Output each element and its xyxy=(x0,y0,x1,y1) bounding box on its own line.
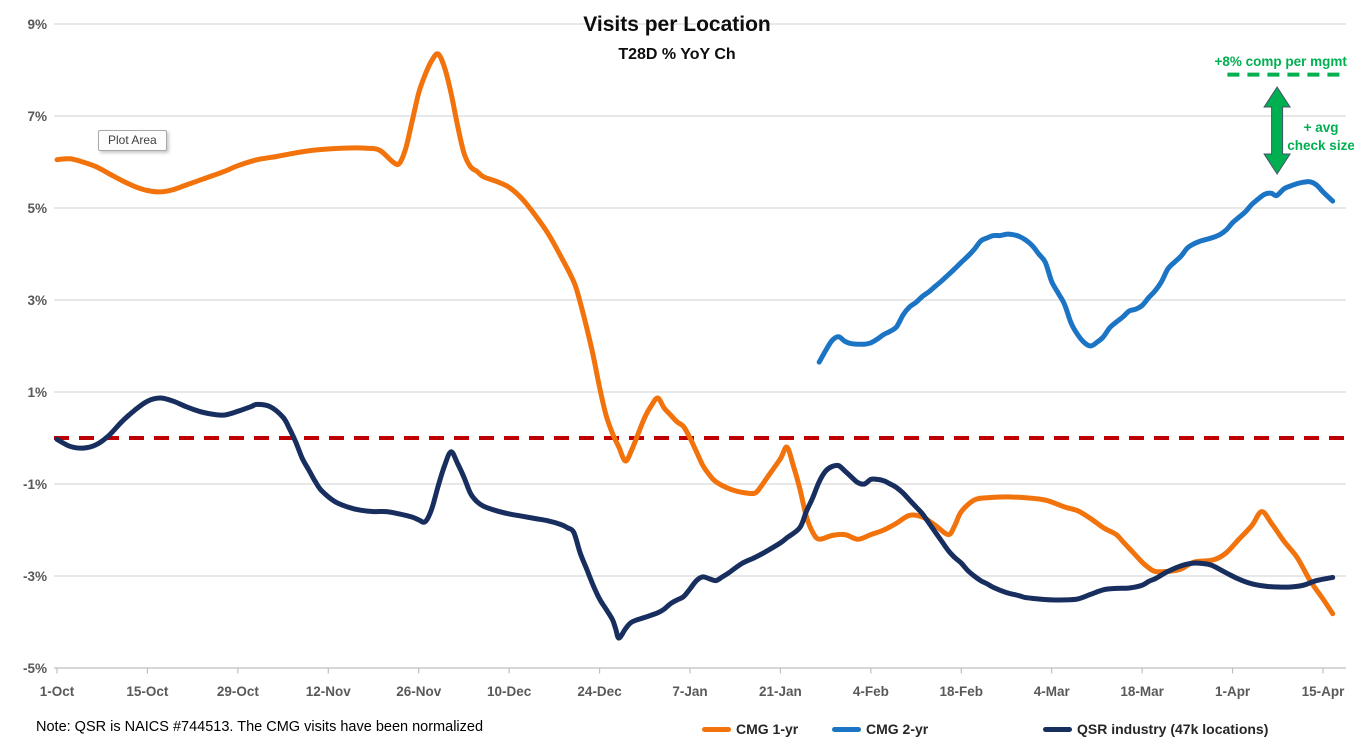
series-line-cmg-1-yr xyxy=(54,51,1336,617)
y-axis-label-1pct: 1% xyxy=(27,385,47,400)
x-axis-label-24-dec: 24-Dec xyxy=(577,684,622,699)
legend-label: CMG 2-yr xyxy=(866,721,929,737)
plot-area-tooltip: Plot Area xyxy=(98,130,167,151)
avg-check-label: + avg check size xyxy=(1287,120,1354,153)
chart-title: Visits per Location xyxy=(583,13,771,36)
x-axis-label-26-nov: 26-Nov xyxy=(396,684,442,699)
y-axis-label--5pct: -5% xyxy=(23,661,47,676)
legend-item-cmg-2-yr[interactable]: CMG 2-yr xyxy=(832,721,928,737)
legend-item-cmg-1-yr[interactable]: CMG 1-yr xyxy=(702,721,798,737)
y-axis-label--3pct: -3% xyxy=(23,569,47,584)
x-axis-label-10-dec: 10-Dec xyxy=(487,684,532,699)
legend-label: CMG 1-yr xyxy=(736,721,799,737)
series-line-qsr-industry-47k-locations xyxy=(54,395,1336,641)
x-axis-label-1-apr: 1-Apr xyxy=(1215,684,1251,699)
x-axis-label-15-oct: 15-Oct xyxy=(126,684,169,699)
x-axis-label-21-jan: 21-Jan xyxy=(759,684,802,699)
x-axis-label-18-mar: 18-Mar xyxy=(1120,684,1164,699)
legend-swatch-icon xyxy=(1043,726,1072,732)
x-axis-label-29-oct: 29-Oct xyxy=(217,684,260,699)
x-axis-label-18-feb: 18-Feb xyxy=(940,684,984,699)
series-line-cmg-2-yr xyxy=(816,179,1336,365)
x-axis-label-15-apr: 15-Apr xyxy=(1302,684,1346,699)
y-axis-label-5pct: 5% xyxy=(27,201,47,216)
y-axis-label-3pct: 3% xyxy=(27,293,47,308)
mgmt-comp-label: +8% comp per mgmt xyxy=(1214,54,1347,69)
x-axis-label-1-oct: 1-Oct xyxy=(40,684,75,699)
y-axis-label-9pct: 9% xyxy=(27,17,47,32)
y-axis-label--1pct: -1% xyxy=(23,477,47,492)
chart-subtitle: T28D % YoY Ch xyxy=(618,46,736,63)
chart-footnote: Note: QSR is NAICS #744513. The CMG visi… xyxy=(36,719,484,735)
double-arrow-icon xyxy=(1263,86,1292,175)
y-axis-label-7pct: 7% xyxy=(27,109,47,124)
x-axis-label-12-nov: 12-Nov xyxy=(306,684,352,699)
legend-swatch-icon xyxy=(832,726,861,732)
x-axis-label-4-mar: 4-Mar xyxy=(1034,684,1071,699)
legend-item-qsr-industry-47k-locations[interactable]: QSR industry (47k locations) xyxy=(1043,721,1268,737)
x-axis-label-4-feb: 4-Feb xyxy=(853,684,889,699)
legend-swatch-icon xyxy=(702,726,731,732)
legend-label: QSR industry (47k locations) xyxy=(1077,721,1269,737)
x-axis-label-7-jan: 7-Jan xyxy=(672,684,707,699)
